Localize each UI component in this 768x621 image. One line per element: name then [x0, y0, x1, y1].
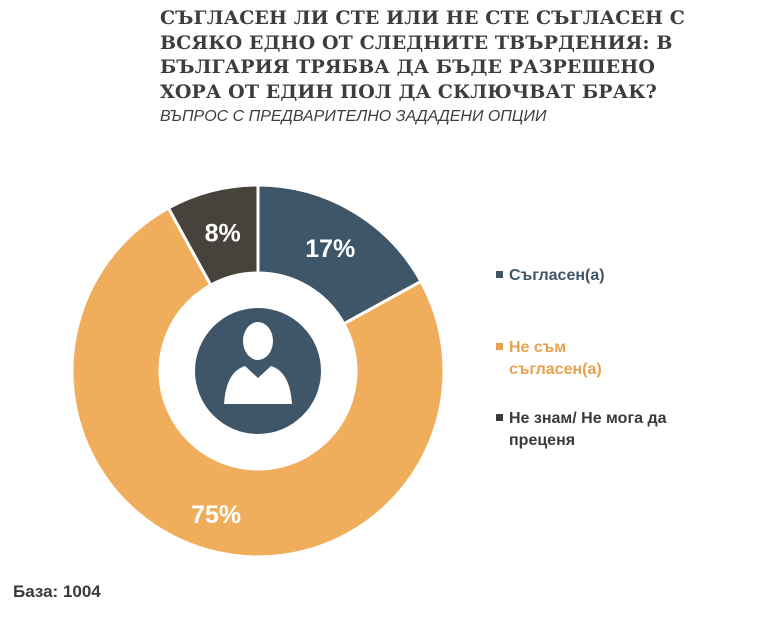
slice-agree [256, 183, 424, 326]
chart-title: СЪГЛАСЕН ЛИ СТЕ ИЛИ НЕ СТЕ СЪГЛАСЕН С ВС… [160, 7, 685, 103]
legend-item-disagree: Не съм съгласен(а) [496, 337, 619, 381]
slice-label-dont-know: 8% [205, 219, 241, 247]
person-silhouette-icon [195, 308, 321, 434]
legend-marker [496, 414, 503, 421]
slice-dont-know [166, 183, 260, 288]
slice-label-disagree: 75% [191, 501, 241, 529]
base-count: База: 1004 [13, 582, 101, 601]
legend-label: Съгласен(а) [509, 267, 605, 284]
slice-label-agree: 17% [305, 235, 355, 263]
legend-label: Не съм съгласен(а) [509, 339, 602, 378]
legend-marker [496, 271, 503, 278]
legend-marker [496, 343, 503, 350]
chart-subtitle: ВЪПРОС С ПРЕДВАРИТЕЛНО ЗАДАДЕНИ ОПЦИИ [160, 108, 547, 125]
legend-label: Не знам/ Не мога да преценя [509, 410, 667, 449]
slice-disagree [70, 205, 446, 559]
legend-item-dont-know: Не знам/ Не мога да преценя [496, 408, 669, 452]
legend-item-agree: Съгласен(а) [496, 265, 669, 287]
